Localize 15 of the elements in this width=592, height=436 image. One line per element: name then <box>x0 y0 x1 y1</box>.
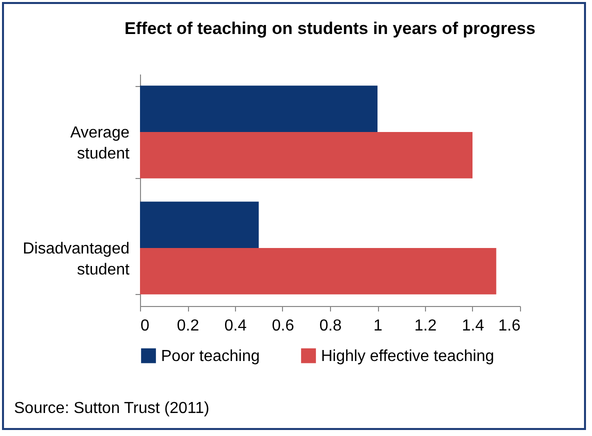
x-tick-label: 0.8 <box>319 318 342 334</box>
x-tick-label: 0.6 <box>272 318 294 334</box>
x-tick-label: 1.4 <box>462 318 484 334</box>
x-tick-label: 1.6 <box>498 318 521 334</box>
x-tick-label: 0.4 <box>224 318 247 334</box>
legend-label: Poor teaching <box>161 348 260 365</box>
x-tick-label: 0 <box>140 318 150 334</box>
chart-title: Effect of teaching on students in years of progress <box>124 19 536 38</box>
y-tick-label: Disadvantaged student <box>22 240 130 278</box>
legend-label: Highly effective teaching <box>321 348 494 365</box>
x-tick-label: 1 <box>374 318 383 334</box>
y-tick-label: Average student <box>70 124 130 162</box>
x-tick-label: 0.2 <box>176 318 200 334</box>
x-tick-label: 1.2 <box>414 318 437 334</box>
source-note: Source: Sutton Trust (2011) <box>14 400 210 418</box>
